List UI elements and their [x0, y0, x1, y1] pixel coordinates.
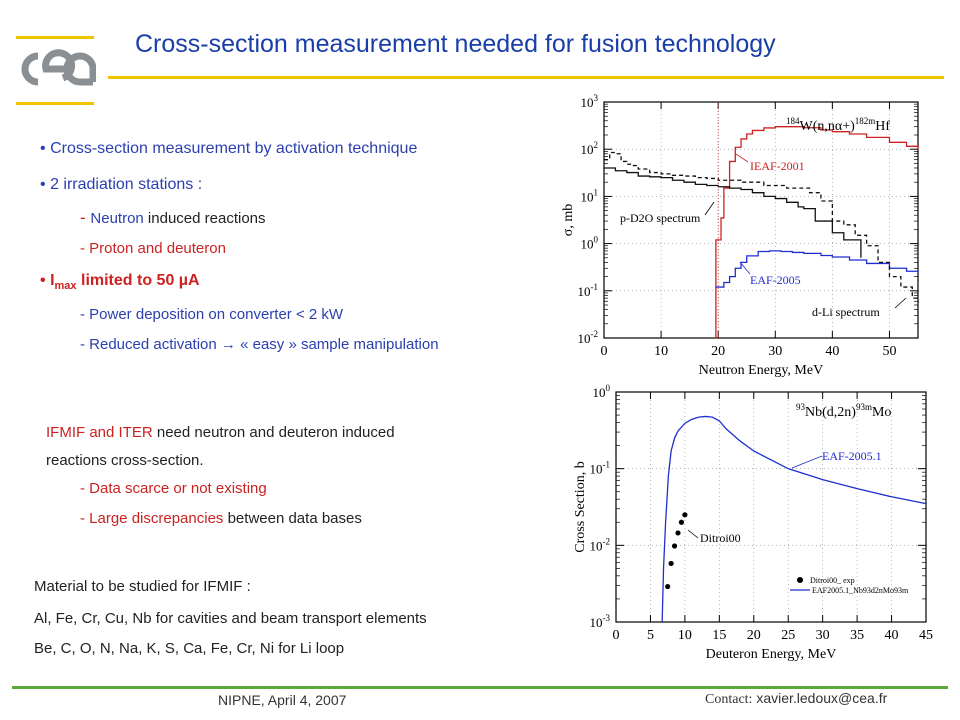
x-tick-label: 45 — [919, 628, 933, 643]
data-point-1-4 — [678, 519, 685, 525]
need-line-1: IFMIF and ITER need neutron and deuteron… — [46, 424, 395, 441]
y-tick-label: 101 — [581, 187, 599, 204]
station-neutron: - Neutron induced reactions — [80, 208, 266, 227]
x-axis-label: Deuteron Energy, MeV — [706, 647, 837, 662]
data-point-1-1 — [668, 560, 674, 567]
annotation-eaf: EAF-2005 — [750, 273, 801, 287]
bullet-stations: • 2 irradiation stations : — [40, 176, 203, 193]
y-tick-label: 102 — [581, 140, 599, 157]
bullet-imax: • Imax limited to 50 µA — [40, 272, 200, 293]
x-tick-label: 50 — [882, 344, 896, 359]
x-tick-label: 10 — [678, 628, 692, 643]
annotation-eaf20051-leader — [791, 455, 823, 469]
annotation-ieaf-leader — [735, 153, 749, 163]
materials-cavities: Al, Fe, Cr, Cu, Nb for cavities and beam… — [34, 610, 427, 627]
deuteron-cross-section-chart: 0 5 10 15 20 25 30 35 40 45 10-3 10-2 10-1 100 Deutero… — [573, 383, 933, 662]
materials-li-loop: Be, C, O, N, Na, K, S, Ca, Fe, Cr, Ni fo… — [34, 640, 345, 657]
x-tick-label: 20 — [711, 344, 725, 359]
arrow-icon: → — [220, 336, 236, 353]
x-tick-label: 40 — [885, 628, 899, 643]
x-tick-label: 10 — [654, 344, 668, 359]
x-tick-label: 25 — [781, 628, 795, 643]
cea-logo — [10, 36, 96, 106]
data-point-1-0 — [665, 583, 671, 590]
x-tick-label: 30 — [768, 344, 782, 359]
bullet-activation: • Cross-section measurement by activatio… — [40, 140, 418, 157]
plot-frame — [603, 101, 919, 339]
x-tick-label: 15 — [712, 628, 726, 643]
legend-marker-dot — [797, 577, 803, 583]
y-tick-label: 103 — [581, 93, 599, 110]
annotation-dli-leader — [894, 297, 907, 309]
neutron-cross-section-chart: 0 10 20 30 40 50 10-2 10-1 100 101 102 103 Neutron E… — [561, 93, 919, 378]
x-tick-label: 40 — [825, 344, 839, 359]
y-axis-label: Cross Section, b — [573, 461, 588, 552]
footer-line — [12, 686, 948, 689]
y-axis-label: σ, mb — [561, 204, 576, 236]
annotation-pd2o: p-D2O spectrum — [620, 211, 701, 225]
footer-date: NIPNE, April 4, 2007 — [218, 692, 347, 708]
need-item-scarce: - Data scarce or not existing — [80, 480, 267, 497]
station-proton-deuteron: - Proton and deuteron — [80, 240, 226, 257]
data-point-1-3 — [675, 530, 681, 536]
annotation-dli: d-Li spectrum — [812, 305, 880, 319]
y-tick-label: 10-2 — [590, 536, 611, 553]
materials-title: Material to be studied for IFMIF : — [34, 578, 251, 595]
x-axis-label: Neutron Energy, MeV — [699, 363, 823, 378]
series-line-2 — [604, 167, 862, 258]
x-tick-label: 35 — [850, 628, 864, 643]
y-tick-label: 10-3 — [590, 613, 611, 630]
footer-contact: Contact: xavier.ledoux@cea.fr — [705, 690, 888, 707]
x-tick-label: 0 — [601, 344, 608, 359]
x-tick-label: 5 — [647, 628, 654, 643]
annotation-eaf-leader — [739, 261, 751, 275]
cea-logo-icon — [21, 49, 96, 86]
series-line-1 — [715, 250, 919, 288]
imax-activation: - Reduced activation → « easy » sample m… — [80, 336, 439, 353]
annotation-ditroi-leader — [687, 529, 699, 539]
imax-power: - Power deposition on converter < 2 kW — [80, 306, 344, 323]
y-tick-label: 10-1 — [590, 460, 611, 477]
y-tick-label: 100 — [593, 383, 611, 400]
need-line-2: reactions cross-section. — [46, 452, 204, 469]
series-line-0 — [661, 415, 927, 623]
reaction-label: 184W(n,nα+)182mHf — [786, 116, 890, 134]
legend-label-exp: Ditroi00_ exp — [810, 576, 855, 585]
annotation-ditroi: Ditroi00 — [700, 531, 741, 545]
data-point-1-2 — [671, 543, 678, 549]
data-point-1-5 — [682, 512, 688, 518]
logo-bottom-bar — [16, 102, 94, 105]
annotation-pd2o-leader — [704, 201, 715, 216]
annotation-ieaf: IEAF-2001 — [750, 159, 805, 173]
need-item-discrepancies: - Large discrepancies between data bases — [80, 510, 362, 527]
title-underline — [108, 76, 944, 79]
y-tick-label: 100 — [581, 235, 599, 252]
x-tick-label: 20 — [747, 628, 761, 643]
logo-top-bar — [16, 36, 94, 39]
y-tick-label: 10-1 — [578, 282, 599, 299]
reaction-label: 93Nb(d,2n)93mMo — [796, 402, 891, 420]
series-line-0 — [715, 126, 919, 339]
legend-label-eaf: EAF2005.1_Nb93d2nMo93m — [812, 586, 909, 595]
plot-frame — [615, 391, 927, 623]
y-tick-label: 10-2 — [578, 329, 599, 346]
annotation-eaf20051: EAF-2005.1 — [822, 449, 882, 463]
slide-title: Cross-section measurement needed for fus… — [135, 30, 776, 58]
x-tick-label: 0 — [613, 628, 620, 643]
series-line-3 — [604, 151, 919, 302]
x-tick-label: 30 — [816, 628, 830, 643]
